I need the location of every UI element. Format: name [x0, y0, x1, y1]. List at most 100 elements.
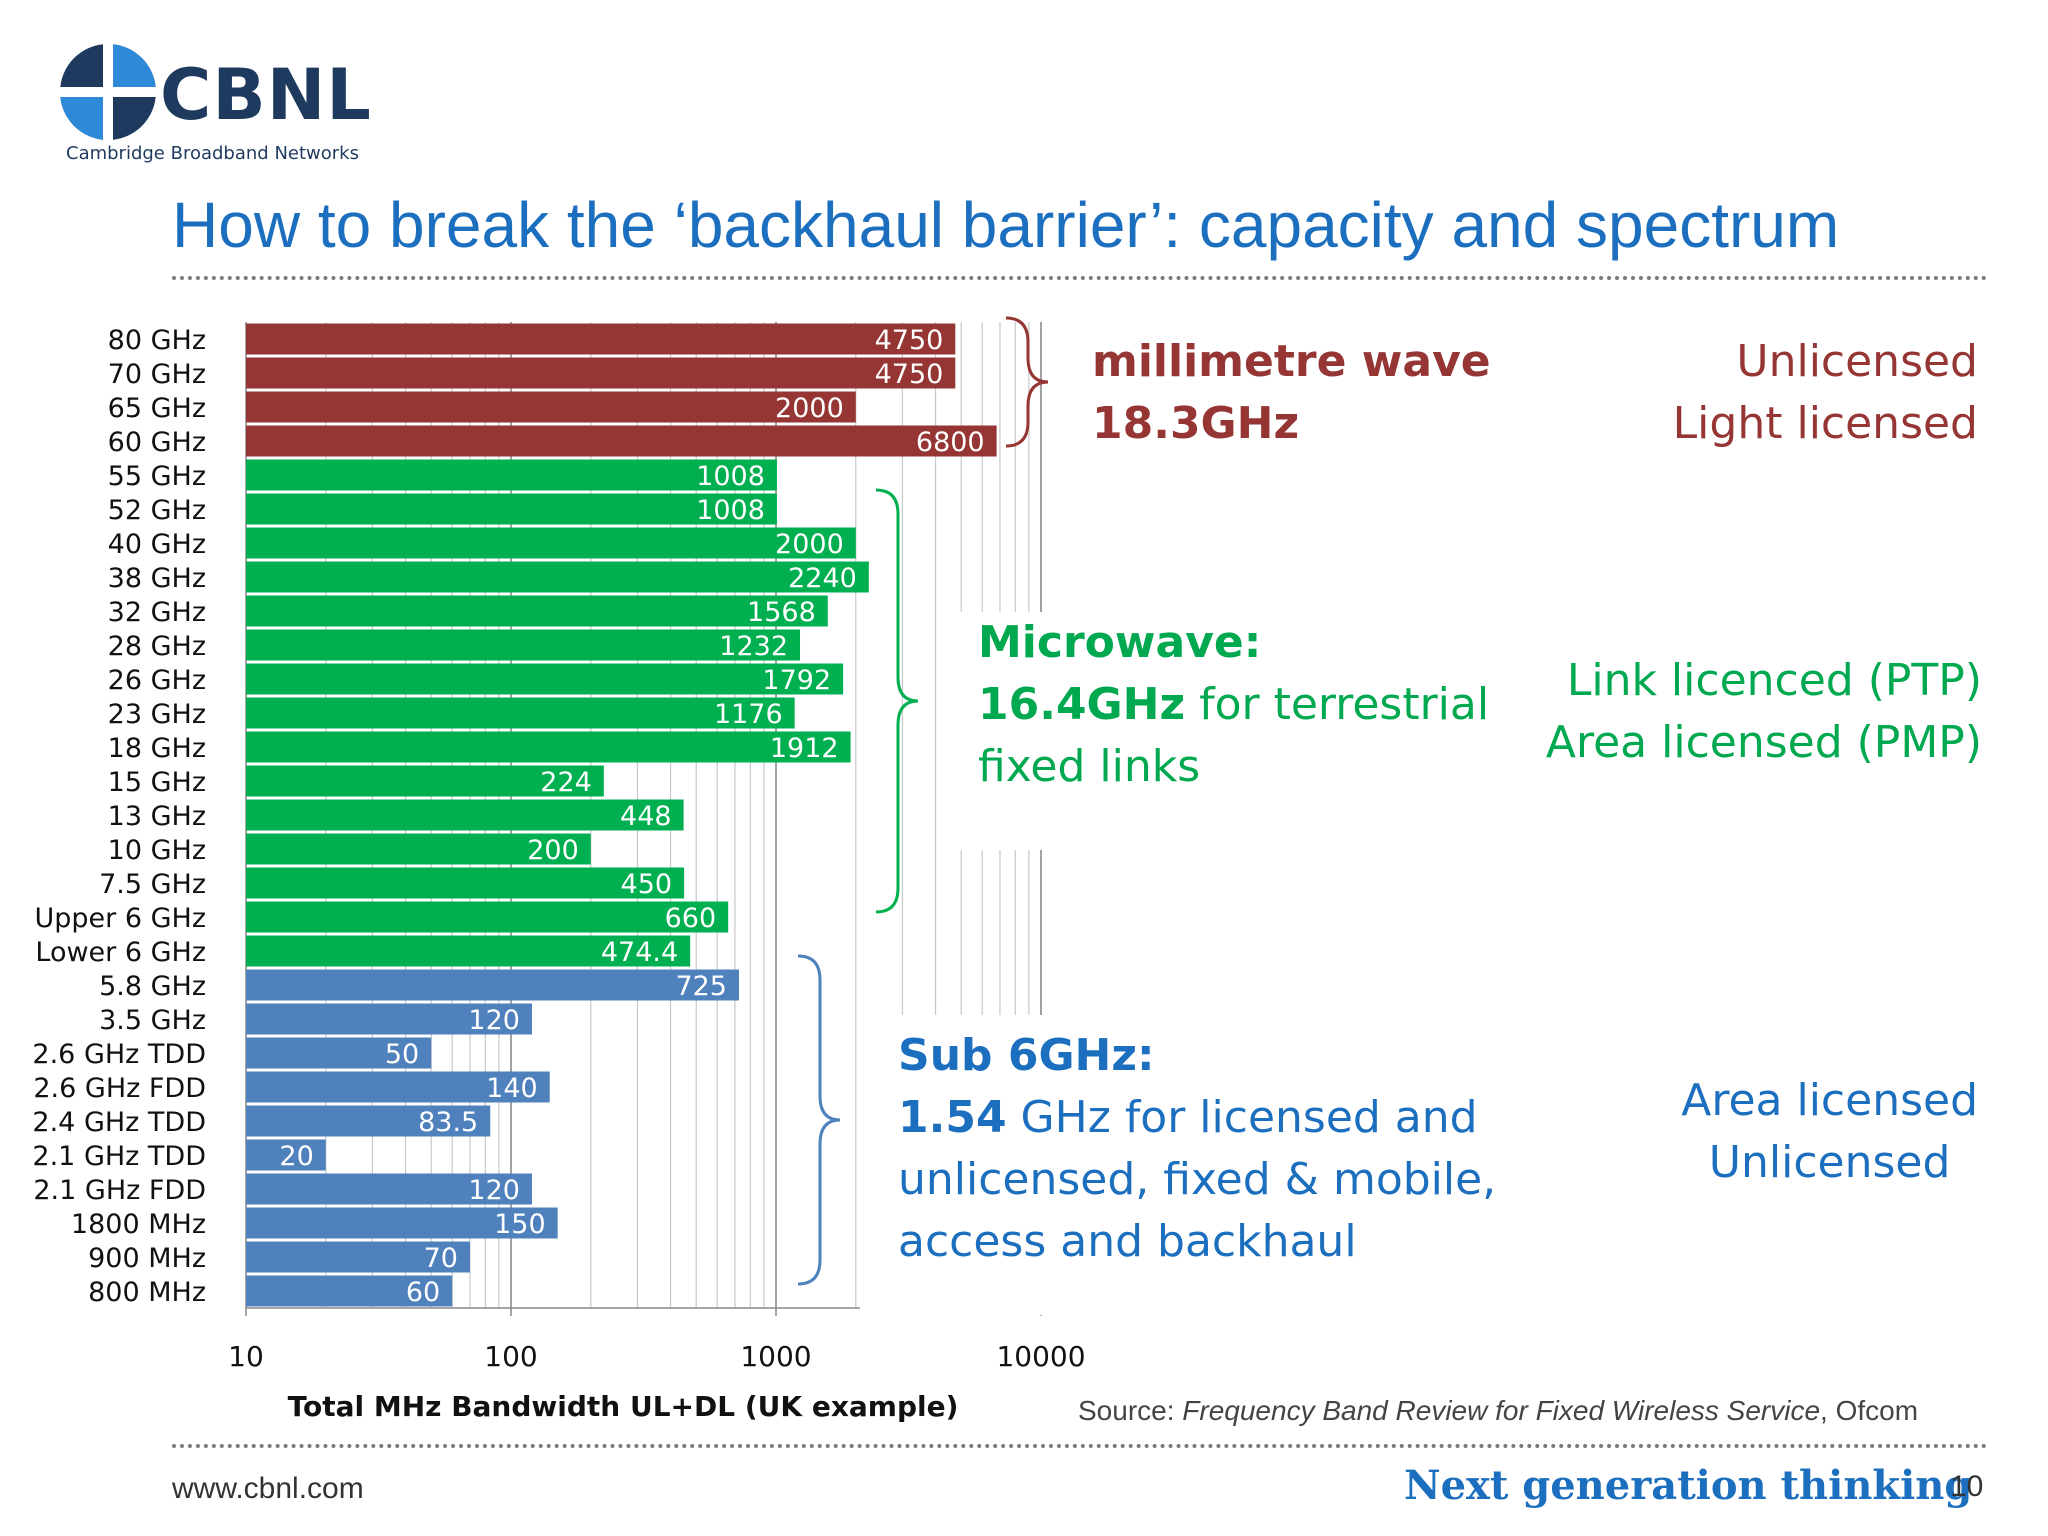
source-title: Frequency Band Review for Fixed Wireless…	[1182, 1395, 1821, 1426]
x-tick-label: 100	[484, 1340, 537, 1373]
logo-subtitle: Cambridge Broadband Networks	[66, 143, 359, 164]
bar-value-label: 725	[675, 971, 727, 1002]
category-label: Lower 6 GHz	[35, 937, 206, 968]
category-label: 32 GHz	[108, 597, 206, 628]
page-number: 10	[1950, 1470, 1984, 1503]
bar-value-label: 6800	[916, 427, 985, 458]
bar-27	[246, 1241, 470, 1273]
bar-value-label: 1232	[719, 631, 788, 662]
bar-2	[246, 391, 856, 423]
bar-value-label: 2240	[788, 563, 857, 594]
category-label: 26 GHz	[108, 665, 206, 696]
category-label: 60 GHz	[108, 427, 206, 458]
microwave-amount: 16.4GHz	[978, 679, 1186, 730]
bar-20	[246, 1003, 532, 1035]
bar-19	[246, 969, 739, 1001]
bar-value-label: 474.4	[601, 937, 678, 968]
sub6-licence-2: Unlicensed	[1708, 1137, 1951, 1188]
bar-value-label: 4750	[875, 325, 944, 356]
bar-value-label: 150	[494, 1209, 546, 1240]
sub6-licensing: Area licensed Unlicensed	[1681, 1070, 1978, 1194]
bar-value-label: 1176	[714, 699, 783, 730]
bar-15	[246, 833, 591, 865]
bar-25	[246, 1173, 532, 1205]
sub6-annotation: Sub 6GHz: 1.54 GHz for licensed and unli…	[898, 1025, 1496, 1273]
x-tick-label: 10	[228, 1340, 264, 1373]
bar-1	[246, 357, 956, 389]
footer-tagline: Next generation thinking	[1404, 1462, 1973, 1509]
bar-21	[246, 1037, 432, 1069]
sub6-licence-1: Area licensed	[1681, 1075, 1978, 1126]
category-label: 80 GHz	[108, 325, 206, 356]
x-tick-label: 10000	[996, 1340, 1085, 1373]
bar-value-label: 2000	[775, 529, 844, 560]
microwave-annotation: Microwave: 16.4GHz for terrestrial fixed…	[978, 612, 1489, 798]
category-label: 800 MHz	[88, 1277, 206, 1308]
x-tick-label: 1000	[740, 1340, 811, 1373]
bar-value-label: 20	[279, 1141, 313, 1172]
mmwave-licence-1: Unlicensed	[1736, 336, 1978, 387]
mmwave-brace	[1005, 316, 1049, 448]
category-label: 2.4 GHz TDD	[32, 1107, 206, 1138]
bar-value-label: 4750	[875, 359, 944, 390]
bar-value-label: 2000	[775, 393, 844, 424]
category-label: 23 GHz	[108, 699, 206, 730]
source-citation: Source: Frequency Band Review for Fixed …	[1078, 1395, 1918, 1427]
microwave-brace	[875, 488, 919, 914]
microwave-licence-1: Link licenced (PTP)	[1566, 655, 1982, 706]
sub6-brace	[797, 954, 841, 1286]
footer-divider	[172, 1444, 1988, 1448]
sub6-text-background	[860, 1015, 1100, 1315]
bar-value-label: 1568	[747, 597, 816, 628]
category-label: 10 GHz	[108, 835, 206, 866]
bar-16	[246, 867, 685, 899]
bar-6	[246, 527, 856, 559]
category-label: Upper 6 GHz	[35, 903, 207, 934]
bar-value-label: 60	[406, 1277, 440, 1308]
bar-26	[246, 1207, 558, 1239]
category-label: 5.8 GHz	[99, 971, 206, 1002]
category-label: 18 GHz	[108, 733, 206, 764]
footer-url[interactable]: www.cbnl.com	[172, 1472, 364, 1505]
category-label: 65 GHz	[108, 393, 206, 424]
sub6-amount: 1.54	[898, 1092, 1007, 1143]
category-label: 3.5 GHz	[99, 1005, 206, 1036]
bar-value-label: 1912	[770, 733, 839, 764]
bar-3	[246, 425, 997, 457]
bar-8	[246, 595, 828, 627]
bar-value-label: 140	[486, 1073, 538, 1104]
microwave-text-background	[956, 612, 1100, 850]
category-label: 2.1 GHz TDD	[32, 1141, 206, 1172]
sub6-desc-1: GHz for licensed and	[1006, 1092, 1478, 1143]
category-label: 2.6 GHz TDD	[32, 1039, 206, 1070]
bar-11	[246, 697, 795, 729]
mmwave-licence-2: Light licensed	[1672, 398, 1978, 449]
bar-value-label: 1008	[696, 461, 765, 492]
bar-9	[246, 629, 801, 661]
mmwave-heading: millimetre wave	[1092, 336, 1491, 387]
category-label: 52 GHz	[108, 495, 206, 526]
category-label: 15 GHz	[108, 767, 206, 798]
bar-value-label: 224	[540, 767, 592, 798]
bar-18	[246, 935, 691, 967]
bandwidth-bar-chart: 4750 80 GHz 4750 70 GHz 2000 65 GHz 6800 60 GHz…	[32, 316, 1100, 1423]
bar-10	[246, 663, 844, 695]
mmwave-amount: 18.3GHz	[1092, 398, 1300, 449]
bar-value-label: 120	[468, 1005, 520, 1036]
sub6-desc-2: unlicensed, fixed & mobile,	[898, 1154, 1497, 1205]
source-suffix: , Ofcom	[1820, 1395, 1919, 1426]
category-label: 70 GHz	[108, 359, 206, 390]
microwave-licensing: Link licenced (PTP) Area licensed (PMP)	[1546, 650, 1982, 774]
x-axis-title: Total MHz Bandwidth UL+DL (UK example)	[288, 1390, 959, 1423]
bar-value-label: 83.5	[418, 1107, 478, 1138]
bar-4	[246, 459, 777, 491]
category-label: 28 GHz	[108, 631, 206, 662]
mmwave-annotation: millimetre wave 18.3GHz	[1092, 331, 1491, 455]
bar-value-label: 1008	[696, 495, 765, 526]
bar-24	[246, 1139, 326, 1171]
logo-wordmark: CBNL	[160, 54, 372, 136]
sub6-line-2: 1.54 GHz for licensed and	[898, 1087, 1496, 1149]
bar-value-label: 450	[621, 869, 673, 900]
bar-value-label: 120	[468, 1175, 520, 1206]
microwave-heading: Microwave:	[978, 617, 1262, 668]
